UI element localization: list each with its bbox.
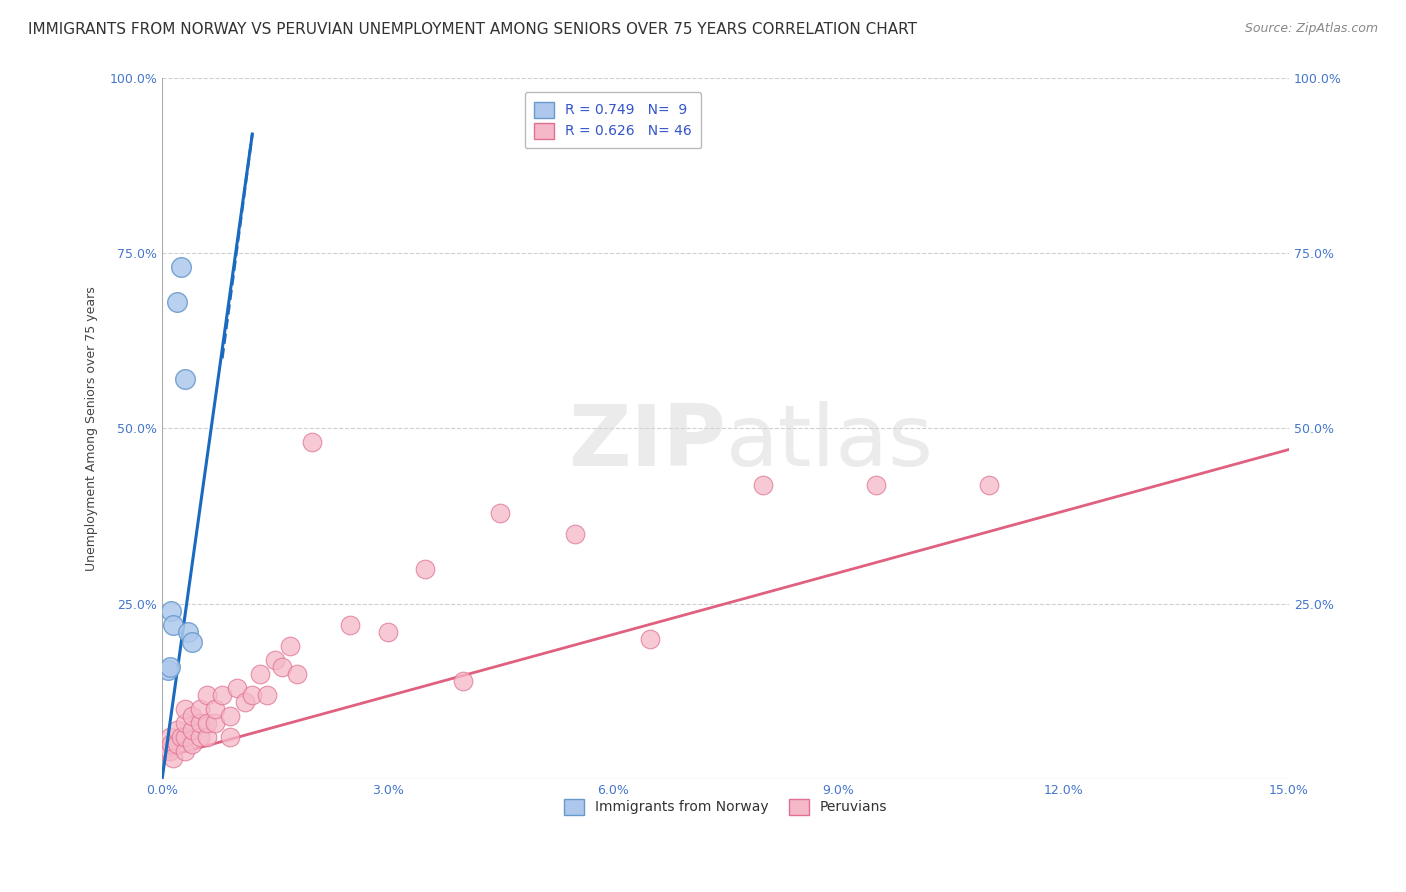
Point: [166, 737, 188, 751]
Point: [564, 526, 586, 541]
Point: [278, 639, 301, 653]
Point: [301, 435, 323, 450]
Point: [226, 681, 249, 695]
Text: ZIP: ZIP: [568, 401, 725, 484]
Point: [865, 477, 887, 491]
Point: [752, 477, 775, 491]
Point: [173, 372, 195, 386]
Point: [159, 744, 181, 758]
Point: [204, 702, 226, 716]
Point: [489, 506, 512, 520]
Point: [451, 673, 474, 688]
Point: [166, 723, 188, 737]
Point: [377, 624, 399, 639]
Point: [159, 659, 181, 673]
Point: [204, 715, 226, 730]
Point: [181, 723, 204, 737]
Point: [181, 708, 204, 723]
Point: [188, 715, 211, 730]
Point: [195, 730, 218, 744]
Point: [271, 659, 294, 673]
Text: Source: ZipAtlas.com: Source: ZipAtlas.com: [1244, 22, 1378, 36]
Point: [162, 751, 184, 765]
Point: [287, 666, 309, 681]
Point: [177, 624, 200, 639]
Point: [233, 695, 256, 709]
Point: [640, 632, 662, 646]
Point: [195, 688, 218, 702]
Point: [181, 737, 204, 751]
Text: IMMIGRANTS FROM NORWAY VS PERUVIAN UNEMPLOYMENT AMONG SENIORS OVER 75 YEARS CORR: IMMIGRANTS FROM NORWAY VS PERUVIAN UNEMP…: [28, 22, 917, 37]
Point: [240, 688, 263, 702]
Point: [211, 688, 233, 702]
Point: [263, 653, 285, 667]
Point: [173, 702, 195, 716]
Point: [170, 260, 193, 275]
Legend: Immigrants from Norway, Peruvians: Immigrants from Norway, Peruvians: [554, 789, 897, 824]
Point: [170, 730, 193, 744]
Point: [249, 666, 271, 681]
Point: [218, 708, 240, 723]
Point: [188, 702, 211, 716]
Point: [162, 617, 184, 632]
Point: [413, 561, 436, 575]
Point: [159, 730, 181, 744]
Point: [155, 744, 177, 758]
Point: [173, 730, 195, 744]
Point: [166, 295, 188, 310]
Y-axis label: Unemployment Among Seniors over 75 years: Unemployment Among Seniors over 75 years: [86, 286, 98, 571]
Point: [173, 715, 195, 730]
Point: [218, 730, 240, 744]
Point: [181, 635, 204, 649]
Point: [195, 715, 218, 730]
Point: [188, 730, 211, 744]
Point: [977, 477, 1000, 491]
Point: [160, 604, 183, 618]
Point: [160, 737, 183, 751]
Point: [173, 744, 195, 758]
Point: [157, 663, 180, 677]
Point: [256, 688, 278, 702]
Point: [339, 617, 361, 632]
Text: atlas: atlas: [725, 401, 934, 484]
